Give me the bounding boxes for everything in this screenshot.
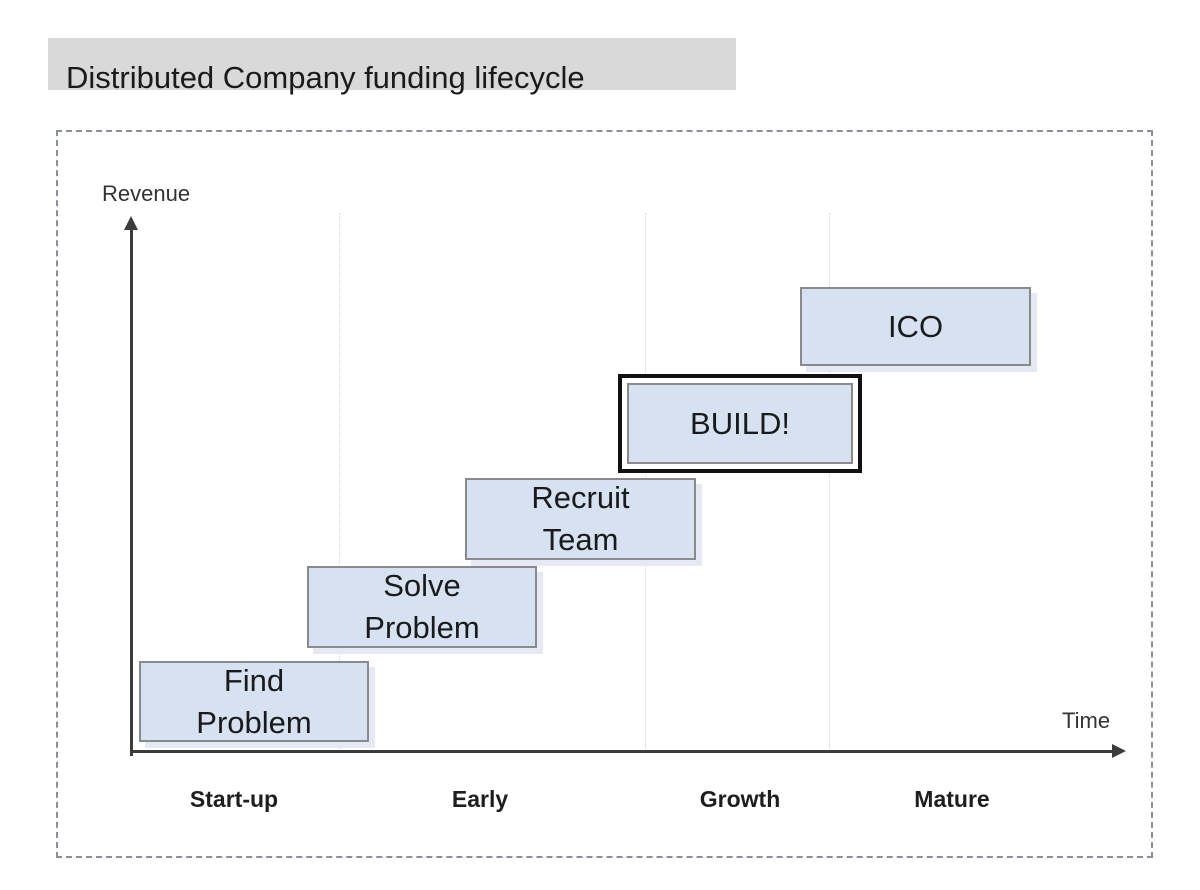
y-axis-arrow-icon [124, 216, 138, 230]
step-line: Team [542, 522, 619, 557]
page-title: Distributed Company funding lifecycle [66, 60, 585, 95]
stage-divider [829, 213, 830, 753]
step-line: Find [223, 662, 285, 698]
diagram-frame [56, 130, 1153, 858]
stage-label-growth: Growth [699, 786, 781, 812]
stage-label-startup: Start-up [189, 786, 279, 812]
x-axis-label: Time [1062, 708, 1111, 733]
step-line: Problem [364, 610, 480, 645]
step-ico: ICO [800, 287, 1031, 366]
step-line: Problem [196, 704, 312, 740]
step-solve-problem: Solve Problem [307, 566, 537, 648]
title-bar [48, 38, 736, 90]
x-axis [130, 750, 1116, 753]
step-find-problem: Find Problem [139, 661, 369, 742]
step-build: BUILD! [627, 383, 853, 464]
step-line: Recruit [531, 480, 630, 515]
y-axis-label: Revenue [102, 181, 191, 206]
step-line: Solve [383, 568, 461, 603]
stage-label-early: Early [451, 786, 509, 812]
stage-label-mature: Mature [914, 786, 990, 812]
step-recruit-team: Recruit Team [465, 478, 696, 560]
stage-divider [339, 213, 340, 753]
y-axis [130, 226, 133, 756]
x-axis-arrow-icon [1112, 744, 1126, 758]
